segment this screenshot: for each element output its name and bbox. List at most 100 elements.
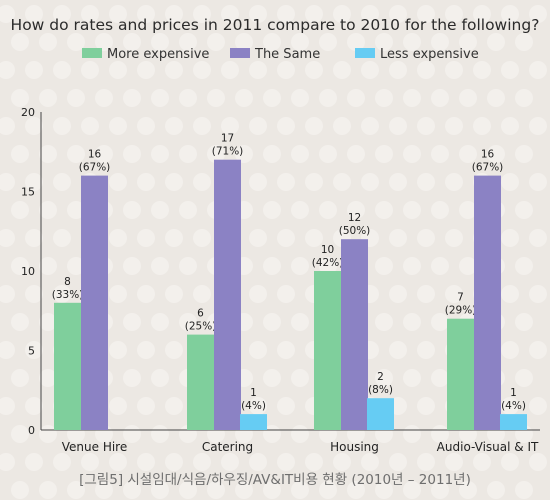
background-dot <box>0 61 15 79</box>
legend-swatch <box>82 48 102 58</box>
background-dot <box>193 229 211 247</box>
background-dot <box>179 313 197 331</box>
background-dot <box>249 397 267 415</box>
background-dot <box>11 33 29 51</box>
background-dot <box>11 89 29 107</box>
background-dot <box>179 33 197 51</box>
bar <box>54 302 81 430</box>
background-dot <box>305 173 323 191</box>
background-dot <box>305 5 323 23</box>
background-dot <box>123 145 141 163</box>
background-dot <box>445 61 463 79</box>
background-dot <box>403 33 421 51</box>
background-dot <box>249 117 267 135</box>
x-category-label: Housing <box>330 440 379 454</box>
data-label-percent: (4%) <box>241 400 266 412</box>
background-dot <box>473 453 491 471</box>
data-label-value: 16 <box>481 149 495 161</box>
background-dot <box>109 61 127 79</box>
background-dot <box>445 453 463 471</box>
background-dot <box>137 285 155 303</box>
background-dot <box>165 61 183 79</box>
data-label-value: 16 <box>88 149 102 161</box>
background-dot <box>263 481 281 499</box>
background-dot <box>347 481 365 499</box>
background-dot <box>95 33 113 51</box>
data-label-percent: (4%) <box>501 400 526 412</box>
background-dot <box>151 33 169 51</box>
background-dot <box>123 89 141 107</box>
background-dot <box>95 145 113 163</box>
background-dot <box>207 33 225 51</box>
background-dot <box>179 201 197 219</box>
background-dot <box>375 145 393 163</box>
background-dot <box>235 145 253 163</box>
background-dot <box>277 173 295 191</box>
background-dot <box>277 397 295 415</box>
background-dot <box>109 341 127 359</box>
background-dot <box>165 5 183 23</box>
background-dot <box>375 33 393 51</box>
legend-swatch <box>230 48 250 58</box>
background-dot <box>319 257 337 275</box>
background-dot <box>53 5 71 23</box>
background-dot <box>81 61 99 79</box>
background-dot <box>0 453 15 471</box>
background-dot <box>53 285 71 303</box>
x-category-label: Venue Hire <box>62 440 127 454</box>
background-dot <box>25 285 43 303</box>
background-dot <box>81 5 99 23</box>
background-dot <box>403 145 421 163</box>
background-dot <box>347 145 365 163</box>
background-dot <box>319 145 337 163</box>
background-dot <box>459 89 477 107</box>
background-dot <box>81 117 99 135</box>
background-dot <box>123 201 141 219</box>
background-dot <box>445 285 463 303</box>
data-label-percent: (67%) <box>79 162 111 174</box>
background-dot <box>389 5 407 23</box>
background-dot <box>417 397 435 415</box>
plot-area: 8(33%)16(67%)6(25%)17(71%)1(4%)10(42%)12… <box>52 133 527 430</box>
data-label-value: 7 <box>457 292 464 304</box>
background-dot <box>277 229 295 247</box>
background-dot <box>487 481 505 499</box>
background-dot <box>179 89 197 107</box>
background-dot <box>305 61 323 79</box>
background-dot <box>417 453 435 471</box>
background-dot <box>11 369 29 387</box>
background-dot <box>25 117 43 135</box>
background-dot <box>501 173 519 191</box>
background-dot <box>515 201 533 219</box>
background-dot <box>277 341 295 359</box>
y-tick-label: 5 <box>28 345 35 358</box>
background-dot <box>389 229 407 247</box>
background-dot <box>0 229 15 247</box>
background-dot <box>501 5 519 23</box>
background-dot <box>473 5 491 23</box>
background-dot <box>67 145 85 163</box>
background-dot <box>333 5 351 23</box>
background-dot <box>501 397 519 415</box>
background-dot <box>25 397 43 415</box>
background-dot <box>109 5 127 23</box>
background-dot <box>235 33 253 51</box>
background-dot <box>333 117 351 135</box>
background-dot <box>137 229 155 247</box>
background-dot <box>0 341 15 359</box>
background-dot <box>389 61 407 79</box>
background-dot <box>39 201 57 219</box>
background-dot <box>53 229 71 247</box>
bar <box>474 175 501 430</box>
background-dot <box>39 481 57 499</box>
background-dot <box>95 89 113 107</box>
data-label-percent: (33%) <box>52 289 84 301</box>
background-dot <box>501 453 519 471</box>
background-dot <box>389 173 407 191</box>
background-dot <box>25 173 43 191</box>
x-category-label: Catering <box>202 440 253 454</box>
background-dot <box>347 33 365 51</box>
background-dot <box>417 61 435 79</box>
background-dot <box>473 61 491 79</box>
background-dot <box>249 229 267 247</box>
